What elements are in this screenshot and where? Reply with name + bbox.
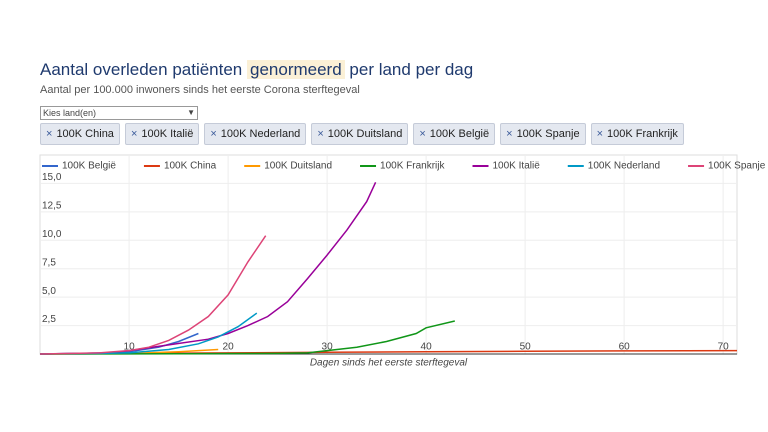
chip[interactable]: × 100K China: [40, 123, 120, 145]
chip-label: 100K Duitsland: [327, 128, 403, 140]
chip-list: × 100K China × 100K Italië × 100K Nederland × 1…: [40, 123, 684, 145]
chip-label: 100K Nederland: [220, 128, 301, 140]
subtitle: Aantal per 100.000 inwoners sinds het ee…: [40, 84, 360, 96]
title-highlight: genormeerd: [247, 60, 345, 79]
chip-label: 100K China: [56, 128, 114, 140]
plot-border: [39, 154, 738, 355]
x-tick-label: 70: [718, 342, 730, 353]
chip-label: 100K België: [429, 128, 490, 140]
chip-remove[interactable]: ×: [130, 128, 138, 140]
chip-label: 100K Spanje: [516, 128, 580, 140]
chip-remove[interactable]: ×: [596, 128, 603, 140]
chip-remove[interactable]: ×: [317, 128, 324, 140]
chip[interactable]: × 100K Nederland: [204, 123, 307, 145]
title: Aantal overleden patiënten genormeerd pe…: [40, 60, 473, 80]
legend-label: 100K Spanje: [708, 161, 766, 172]
y-tick-label: 10,0: [42, 229, 62, 240]
x-tick-label: 30: [322, 342, 334, 353]
title-part: per land per dag: [349, 60, 474, 79]
chip-remove[interactable]: ×: [506, 128, 513, 140]
series-line: [39, 181, 377, 355]
y-tick-label: 2,5: [42, 314, 56, 325]
x-axis-label: Dagen sinds het eerste sterftegeval: [310, 358, 468, 369]
chip-remove[interactable]: ×: [46, 128, 53, 140]
y-tick-label: 5,0: [42, 286, 56, 297]
legend-label: 100K Frankrijk: [380, 161, 445, 172]
legend-label: 100K China: [164, 161, 217, 172]
x-tick-label: 40: [421, 342, 433, 353]
x-tick-label: 10: [124, 342, 136, 353]
y-tick-label: 15,0: [42, 172, 62, 183]
chip-label: 100K Italië: [141, 128, 194, 140]
title-part: Aantal overleden patiënten: [40, 60, 243, 79]
chip[interactable]: × 100K België: [413, 123, 496, 145]
chip-remove[interactable]: ×: [210, 128, 217, 140]
chip[interactable]: × 100K Frankrijk: [590, 123, 684, 145]
country-select[interactable]: Kies land(en) ▼: [40, 106, 198, 120]
chip-remove[interactable]: ×: [419, 128, 426, 140]
legend-label: 100K België: [62, 161, 116, 172]
dropdown-arrow: ▼: [187, 108, 195, 117]
chip[interactable]: × 100K Spanje: [500, 123, 586, 145]
chip[interactable]: × 100K Duitsland: [311, 123, 409, 145]
y-tick-label: 12,5: [42, 200, 62, 211]
y-tick-label: 7,5: [42, 257, 56, 268]
legend-label: 100K Italië: [493, 161, 541, 172]
series-line: [39, 320, 455, 355]
series-line: [39, 312, 258, 355]
x-tick-label: 50: [520, 342, 532, 353]
select-placeholder: Kies land(en): [43, 108, 97, 118]
legend-label: 100K Duitsland: [264, 161, 332, 172]
x-tick-label: 60: [619, 342, 631, 353]
x-tick-label: 20: [223, 342, 235, 353]
chip-label: 100K Frankrijk: [607, 128, 678, 140]
legend-label: 100K Nederland: [588, 161, 660, 172]
chip[interactable]: × 100K Italië: [124, 123, 200, 145]
series-line: [39, 235, 267, 355]
